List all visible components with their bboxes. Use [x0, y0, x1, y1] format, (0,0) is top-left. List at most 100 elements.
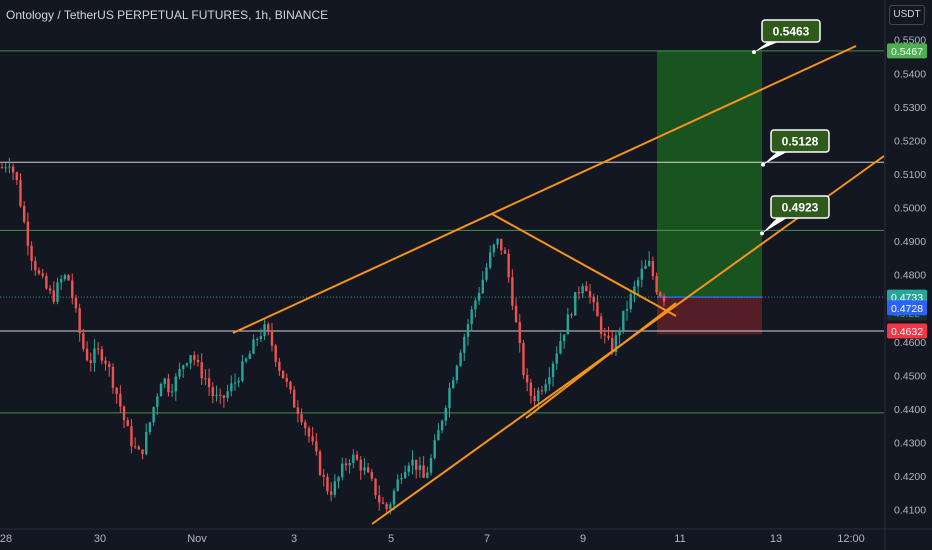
time-tick-label: 5: [388, 533, 394, 545]
candle-body: [459, 352, 462, 366]
candle-body: [85, 348, 89, 361]
candle-body: [182, 365, 185, 370]
price-callout: 0.5463: [752, 19, 821, 55]
candle-body: [48, 288, 52, 291]
candles: [0, 157, 666, 515]
candle-body: [8, 166, 11, 168]
candle-body: [22, 206, 26, 222]
price-tick-label: 0.4100: [894, 505, 926, 517]
candle-body: [640, 268, 644, 280]
candle-body: [318, 451, 322, 475]
candle-body: [193, 355, 196, 360]
candle-body: [15, 172, 18, 180]
time-tick-label: 7: [484, 533, 490, 545]
candle-body: [415, 459, 418, 470]
candle-body: [219, 394, 222, 396]
candle-body: [548, 377, 551, 385]
price-tag-label: 0.4632: [891, 326, 923, 338]
loss-zone: [657, 297, 762, 335]
candle-body: [466, 324, 470, 337]
candle-body: [270, 332, 274, 346]
candle-body: [429, 458, 433, 473]
candle-body: [304, 422, 307, 429]
candle-body: [507, 253, 510, 278]
candle-body: [355, 454, 359, 460]
candle-body: [278, 361, 281, 371]
candle-body: [196, 359, 200, 363]
candle-body: [592, 296, 595, 303]
price-callout: 0.5128: [761, 129, 830, 167]
price-tag-box: [887, 300, 927, 316]
candle-body: [67, 274, 70, 281]
candle-body: [418, 465, 422, 470]
candle-body: [115, 387, 118, 394]
candle-body: [52, 290, 55, 302]
candle-body: [581, 286, 584, 294]
candle-body: [389, 504, 392, 510]
candle-body: [540, 390, 544, 392]
candle-body: [159, 383, 163, 397]
time-tick-label: Nov: [187, 533, 207, 545]
candle-body: [400, 477, 403, 480]
candle-body: [141, 449, 144, 454]
candle-body: [396, 479, 399, 491]
callout-box: [770, 129, 830, 153]
candle-body: [437, 430, 440, 441]
candle-body: [300, 413, 303, 423]
candle-body: [104, 360, 107, 364]
candle-body: [71, 280, 74, 298]
price-tick-label: 0.4800: [894, 270, 926, 282]
candle-body: [525, 375, 529, 383]
candle-body: [63, 274, 67, 280]
candle-body: [45, 276, 48, 289]
callout-label: 0.4923: [782, 201, 819, 215]
candle-body: [93, 348, 96, 363]
candle-body: [215, 394, 218, 397]
candle-body: [574, 292, 577, 316]
candle-body: [440, 420, 444, 431]
candle-body: [281, 370, 285, 379]
candle-body: [170, 391, 174, 393]
price-tag-box: [887, 323, 927, 339]
candle-body: [492, 244, 496, 253]
callout-anchor: [760, 231, 764, 236]
candle-body: [359, 459, 362, 471]
candle-body: [551, 363, 555, 378]
candle-body: [111, 366, 115, 388]
candle-body: [230, 383, 233, 392]
candle-body: [0, 167, 4, 169]
candle-body: [326, 476, 329, 492]
currency-selector[interactable]: USDT: [889, 5, 925, 25]
candle-body: [37, 270, 41, 274]
price-tag: 0.4728: [887, 300, 927, 316]
candle-body: [274, 345, 277, 362]
candle-body: [433, 440, 436, 459]
candle-body: [259, 336, 263, 340]
candle-body: [599, 316, 603, 334]
candle-body: [496, 238, 499, 245]
candle-body: [537, 390, 540, 402]
candle-body: [222, 395, 226, 398]
candle-body: [566, 314, 570, 335]
candle-body: [19, 179, 22, 207]
candle-body: [255, 339, 259, 341]
candle-body: [570, 314, 573, 316]
candle-body: [315, 441, 318, 452]
candle-body: [348, 463, 351, 466]
candle-body: [644, 265, 647, 269]
candle-body: [585, 286, 588, 292]
horizontal-levels: [0, 50, 884, 414]
candle-body: [374, 478, 377, 496]
candle-body: [178, 369, 181, 377]
callout-box: [770, 195, 830, 219]
candle-body: [455, 365, 459, 381]
candle-body: [211, 387, 215, 397]
candle-body: [392, 490, 396, 505]
price-tick-label: 0.4500: [894, 370, 926, 382]
candle-body: [11, 166, 15, 173]
price-tick-label: 0.5100: [894, 169, 926, 181]
candle-body: [655, 276, 658, 293]
candle-body: [78, 308, 81, 334]
